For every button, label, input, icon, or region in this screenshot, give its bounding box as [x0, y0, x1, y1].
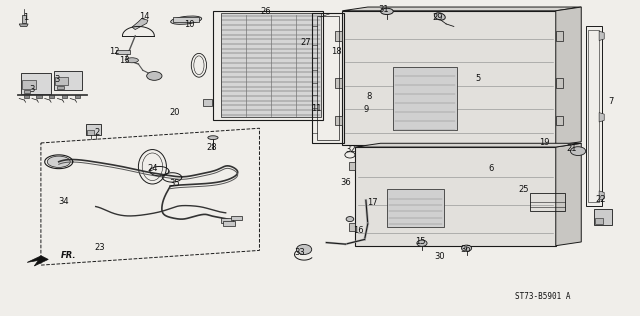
- Bar: [221, 218, 233, 222]
- Bar: [86, 124, 101, 136]
- Ellipse shape: [147, 71, 162, 80]
- Bar: [394, 67, 457, 130]
- Polygon shape: [556, 116, 563, 125]
- Polygon shape: [556, 31, 563, 40]
- Text: ST73-B5901 A: ST73-B5901 A: [515, 292, 571, 301]
- Polygon shape: [556, 143, 581, 246]
- Bar: [387, 189, 444, 227]
- Bar: [55, 77, 68, 85]
- Polygon shape: [599, 191, 604, 200]
- Bar: [204, 99, 212, 106]
- Bar: [213, 11, 323, 120]
- Text: 12: 12: [109, 47, 120, 56]
- Polygon shape: [19, 24, 28, 27]
- Text: 36: 36: [460, 245, 470, 254]
- Polygon shape: [75, 95, 80, 99]
- Polygon shape: [599, 112, 604, 122]
- Polygon shape: [556, 7, 581, 145]
- Text: 28: 28: [206, 143, 217, 153]
- Text: 13: 13: [119, 56, 130, 65]
- Polygon shape: [132, 19, 148, 30]
- Text: 34: 34: [58, 197, 69, 206]
- Ellipse shape: [171, 16, 202, 24]
- Ellipse shape: [47, 156, 70, 167]
- Ellipse shape: [461, 245, 472, 251]
- Text: 24: 24: [148, 163, 158, 173]
- Polygon shape: [349, 162, 355, 170]
- Bar: [173, 17, 199, 22]
- Polygon shape: [556, 78, 563, 88]
- Ellipse shape: [208, 136, 218, 140]
- Bar: [54, 71, 83, 90]
- Polygon shape: [27, 256, 48, 266]
- Text: 23: 23: [95, 243, 106, 252]
- Ellipse shape: [346, 216, 354, 222]
- Polygon shape: [355, 143, 581, 147]
- Text: 36: 36: [340, 178, 351, 187]
- Text: 17: 17: [367, 198, 378, 207]
- Polygon shape: [62, 95, 67, 99]
- Bar: [87, 130, 95, 135]
- Bar: [595, 217, 603, 224]
- Ellipse shape: [296, 245, 312, 254]
- Text: 9: 9: [364, 105, 369, 114]
- Text: 32: 32: [345, 145, 356, 154]
- Text: 16: 16: [353, 226, 364, 235]
- Bar: [20, 73, 51, 94]
- Text: 30: 30: [435, 252, 445, 261]
- Polygon shape: [342, 11, 556, 145]
- Text: 26: 26: [260, 7, 271, 16]
- Bar: [531, 193, 565, 211]
- Polygon shape: [335, 116, 342, 125]
- Text: 8: 8: [366, 92, 372, 101]
- Text: FR.: FR.: [61, 251, 76, 260]
- Text: 19: 19: [539, 138, 550, 148]
- Polygon shape: [335, 78, 342, 88]
- Polygon shape: [24, 95, 29, 99]
- Bar: [594, 209, 612, 225]
- Polygon shape: [335, 31, 342, 40]
- Text: 14: 14: [140, 12, 150, 21]
- Text: 10: 10: [184, 20, 195, 29]
- Text: 31: 31: [378, 5, 389, 14]
- Bar: [58, 86, 64, 89]
- Text: 35: 35: [170, 179, 180, 188]
- Text: 15: 15: [415, 237, 426, 246]
- Ellipse shape: [125, 58, 138, 63]
- Bar: [24, 90, 30, 93]
- Text: 29: 29: [433, 13, 443, 21]
- Text: 7: 7: [608, 97, 613, 106]
- Text: 1: 1: [23, 13, 28, 21]
- Polygon shape: [599, 31, 604, 40]
- Polygon shape: [355, 147, 556, 246]
- Text: 33: 33: [294, 248, 305, 257]
- Text: 11: 11: [312, 104, 322, 113]
- Bar: [22, 80, 36, 89]
- Polygon shape: [342, 7, 581, 11]
- Text: 22: 22: [595, 195, 605, 204]
- Text: 6: 6: [488, 163, 493, 173]
- Text: 5: 5: [476, 74, 481, 82]
- Bar: [221, 13, 321, 117]
- Text: 21: 21: [566, 144, 577, 153]
- Polygon shape: [349, 223, 355, 231]
- Text: 25: 25: [518, 185, 529, 194]
- Text: 3: 3: [29, 85, 35, 94]
- Text: 2: 2: [94, 128, 100, 137]
- Text: 3: 3: [54, 75, 60, 84]
- Bar: [116, 50, 130, 54]
- Bar: [231, 216, 243, 220]
- Ellipse shape: [435, 13, 445, 20]
- Ellipse shape: [381, 8, 394, 15]
- Polygon shape: [17, 94, 88, 95]
- Text: 20: 20: [170, 108, 180, 117]
- Ellipse shape: [417, 240, 427, 246]
- Polygon shape: [36, 95, 42, 99]
- Ellipse shape: [570, 147, 586, 155]
- Bar: [223, 221, 235, 226]
- Text: 18: 18: [331, 47, 341, 56]
- Polygon shape: [49, 95, 54, 99]
- Text: 27: 27: [300, 38, 310, 46]
- Polygon shape: [22, 15, 26, 23]
